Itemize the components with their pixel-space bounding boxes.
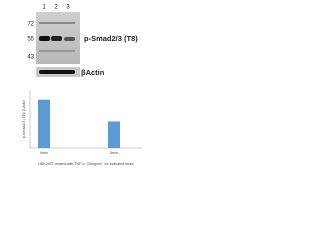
bar — [108, 121, 120, 148]
lane-label: 1 — [42, 5, 46, 11]
target-label: p-Smad2/3 (T8) — [84, 34, 138, 43]
lane-label: 3 — [66, 5, 70, 11]
control-label: βActin — [81, 68, 105, 77]
blot-band — [39, 36, 50, 41]
bar — [38, 99, 50, 148]
marker-label: 55 — [27, 37, 34, 43]
x-tick-label: 5min — [110, 151, 118, 155]
figure: 1 2 3 72 55 43 p-Smad2/3 (T8) βActin p-S… — [22, 5, 142, 166]
caption: HEK293T treated with TNF-α（20ng/ml）for i… — [38, 161, 134, 166]
blot-band — [51, 36, 62, 41]
blot-band — [39, 50, 75, 52]
lane-label: 2 — [54, 5, 58, 11]
marker-label: 72 — [27, 22, 34, 28]
blot-band — [39, 22, 75, 24]
actin-band — [39, 70, 75, 74]
x-tick-label: 0min — [40, 151, 48, 155]
marker-label: 43 — [27, 55, 34, 61]
y-axis-label: p-Smad2/3 (T8)/ β-Actin — [22, 100, 26, 138]
blot-band — [64, 37, 75, 41]
